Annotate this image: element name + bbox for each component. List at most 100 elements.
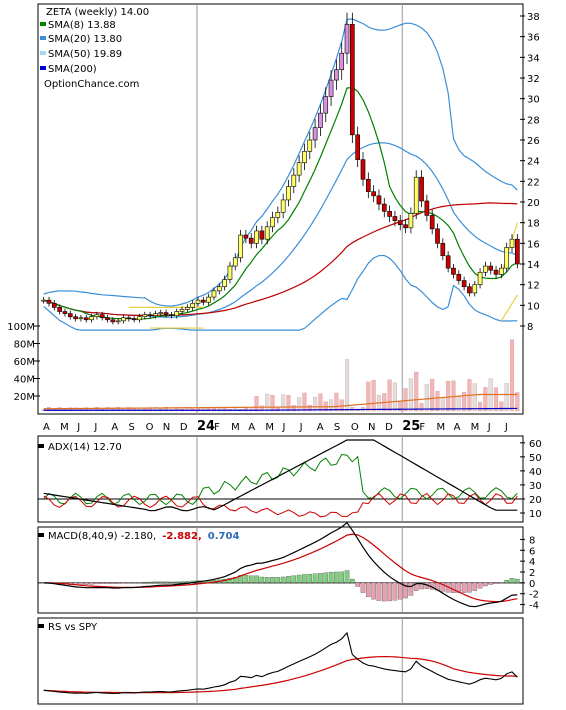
- source-label: OptionChance.com: [44, 79, 139, 90]
- volume-bar: [94, 407, 99, 412]
- macd-histogram-bar: [397, 582, 403, 600]
- macd-histogram-bar: [105, 582, 110, 584]
- price-tick-label: 38: [527, 12, 540, 23]
- legend-sma200: SMA(200): [48, 64, 97, 75]
- macd-value-1: -2.882,: [162, 531, 202, 542]
- candle-body: [483, 265, 488, 273]
- volume-bar: [286, 395, 291, 412]
- macd-tick-label: 8: [529, 535, 535, 546]
- month-tick-label: N: [368, 422, 375, 433]
- volume-bar: [435, 391, 440, 412]
- volume-bar: [275, 407, 280, 412]
- candle-body: [435, 228, 440, 244]
- candle-body: [275, 212, 281, 218]
- macd-histogram-bar: [296, 574, 302, 584]
- candle-body: [488, 265, 494, 271]
- volume-bar: [478, 402, 483, 412]
- candle-body: [392, 216, 398, 221]
- candle-body: [467, 286, 472, 294]
- macd-histogram-bar: [318, 573, 323, 584]
- legend-swatch-sma8: [40, 22, 46, 26]
- macd-histogram-bar: [174, 581, 179, 584]
- candle-body: [131, 318, 137, 321]
- macd-histogram-bar: [291, 575, 297, 584]
- month-tick-label: N: [163, 422, 170, 433]
- candle-body: [232, 257, 238, 267]
- volume-bar: [408, 378, 413, 412]
- adx-tick-label: 60: [529, 439, 542, 450]
- macd-histogram-bar: [153, 581, 158, 584]
- candle-body: [126, 317, 132, 320]
- candle-body: [270, 217, 275, 228]
- candle-body: [57, 307, 62, 312]
- candle-body: [477, 271, 483, 285]
- price-tick-label: 22: [527, 177, 540, 188]
- macd-histogram-bar: [110, 582, 116, 584]
- adx-tick-label: 50: [529, 453, 542, 464]
- macd-histogram-bar: [131, 582, 137, 584]
- macd-histogram-bar: [248, 575, 254, 584]
- volume-bar: [259, 405, 264, 412]
- volume-bar: [164, 407, 169, 412]
- candle-body: [206, 296, 211, 303]
- volume-bar: [414, 371, 419, 412]
- candle-body: [440, 243, 446, 257]
- volume-tick-label: 80M: [14, 340, 35, 351]
- macd-histogram-bar: [392, 582, 398, 601]
- macd-histogram-bar: [376, 582, 382, 601]
- macd-histogram-bar: [366, 582, 371, 598]
- macd-histogram-bar: [270, 577, 275, 584]
- volume-bar: [510, 339, 515, 412]
- macd-histogram-bar: [403, 582, 408, 599]
- volume-tick-label: 100M: [7, 322, 35, 333]
- candle-body: [509, 238, 515, 248]
- macd-histogram-bar: [344, 570, 350, 584]
- candle-body: [46, 299, 52, 304]
- macd-histogram-bar: [451, 582, 456, 593]
- macd-tick-label: -2: [529, 590, 539, 601]
- candle-body: [302, 151, 307, 164]
- candle-body: [201, 299, 206, 303]
- month-tick-label: F: [214, 422, 220, 433]
- candle-body: [344, 23, 350, 54]
- macd-histogram-bar: [121, 582, 126, 584]
- volume-bar: [334, 392, 339, 412]
- macd-label-main: MACD(8,40,9) -2.180,: [48, 531, 156, 542]
- macd-panel-frame: [37, 526, 524, 614]
- axis-labels: A M J J A S O N D 24 F M A M J J A S O N D 25 F M A M J J8101214161…: [7, 12, 541, 612]
- adx-tick-label: 40: [529, 467, 542, 478]
- macd-swatch: [38, 533, 44, 537]
- candle-body: [158, 312, 164, 314]
- macd-histogram-bar: [264, 577, 270, 584]
- macd-histogram-bar: [163, 581, 169, 584]
- volume-bar: [254, 396, 259, 412]
- macd-histogram-bar: [179, 581, 185, 584]
- volume-bar: [446, 381, 451, 412]
- month-tick-label: A: [317, 422, 324, 433]
- macd-histogram-bar: [515, 578, 520, 584]
- candle-body: [51, 302, 57, 308]
- macd-histogram-bar: [371, 582, 376, 600]
- candle-body: [179, 309, 185, 312]
- candle-body: [227, 265, 233, 280]
- volume-bar: [318, 393, 323, 412]
- candle-body: [169, 314, 174, 316]
- macd-histogram-bar: [493, 582, 499, 584]
- macd-histogram-bar: [302, 574, 307, 584]
- volume-bar: [462, 391, 467, 412]
- volume-bar: [515, 392, 520, 412]
- candle-body: [174, 311, 180, 316]
- price-tick-label: 16: [527, 239, 540, 250]
- candle-body: [350, 23, 355, 136]
- month-tick-label: 24: [197, 419, 215, 434]
- macd-histogram-bar: [147, 581, 153, 584]
- candle-body: [280, 199, 286, 213]
- adx-tick-label: 10: [529, 509, 542, 520]
- volume-bar: [281, 394, 286, 412]
- macd-histogram-bar: [334, 571, 339, 584]
- adx-panel-frame: [37, 435, 524, 523]
- macd-histogram-bar: [461, 582, 467, 593]
- legend-box: [40, 5, 160, 95]
- macd-tick-label: 6: [529, 546, 535, 557]
